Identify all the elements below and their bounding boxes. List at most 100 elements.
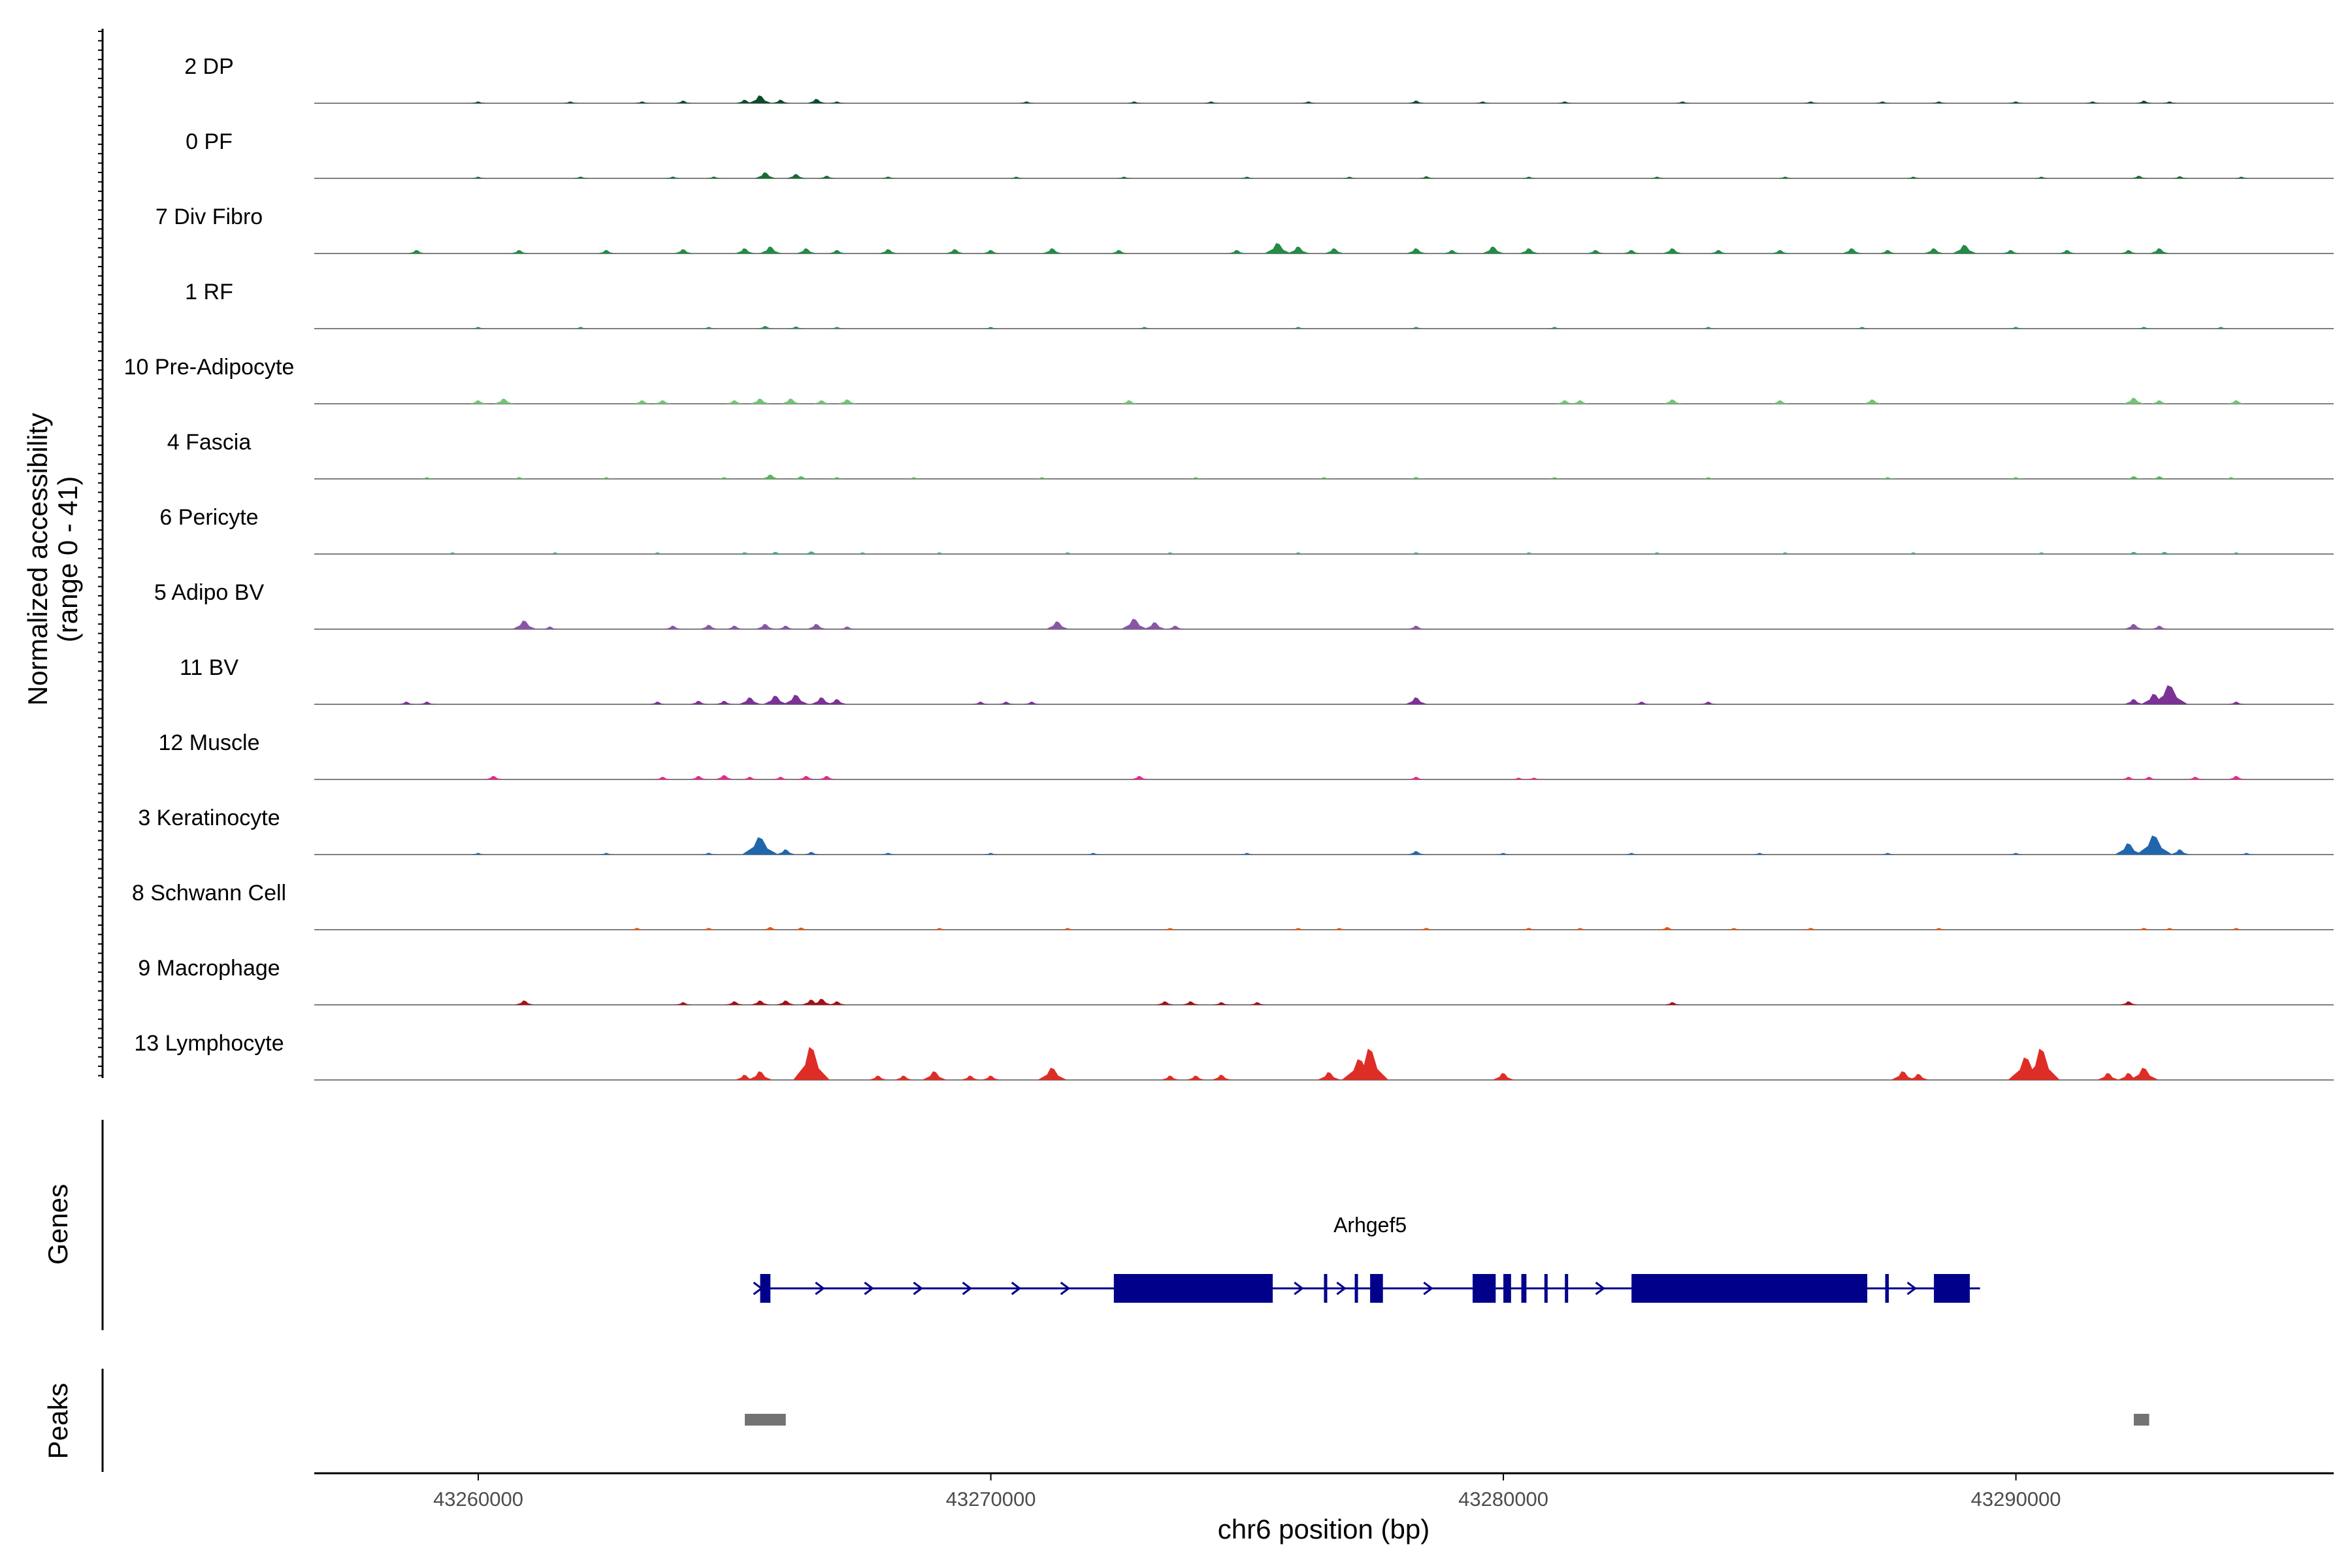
y-axis-range: (range 0 - 41)	[52, 476, 83, 642]
coverage-peak	[755, 172, 776, 178]
coverage-peak	[2120, 777, 2137, 779]
coverage-peak	[512, 477, 527, 479]
strand-arrow-icon	[1595, 1281, 1606, 1296]
coverage-peak	[1778, 552, 1793, 554]
coverage-peak	[1035, 477, 1049, 479]
coverage-peak	[1521, 928, 1537, 930]
coverage-peak	[2172, 176, 2188, 178]
coverage-peak	[1287, 246, 1310, 253]
coverage-peak	[599, 477, 614, 479]
coverage-peak	[972, 702, 989, 704]
coverage-peak	[776, 849, 796, 855]
coverage-peak	[1086, 853, 1101, 855]
coverage-peak	[2227, 776, 2246, 779]
coverage-peak	[945, 249, 965, 253]
coverage-peak	[983, 853, 998, 855]
coverage-peak	[759, 246, 782, 253]
x-tick-label: 43270000	[946, 1488, 1036, 1511]
coverage-peak	[706, 176, 722, 178]
x-tick-label: 43280000	[1458, 1488, 1548, 1511]
coverage-peak	[725, 400, 743, 404]
coverage-peak	[2023, 1049, 2060, 1080]
coverage-peak	[1060, 552, 1075, 554]
coverage-peak	[1573, 928, 1588, 930]
strand-arrow-icon	[962, 1281, 973, 1296]
coverage-peak	[894, 1075, 913, 1080]
coverage-peak	[725, 625, 743, 629]
coverage-peak	[810, 697, 833, 704]
peak-region	[2134, 1414, 2149, 1426]
coverage-peak	[1342, 176, 1358, 178]
coverage-peak	[1408, 101, 1425, 103]
gene-exon	[1473, 1274, 1496, 1303]
coverage-peak	[634, 101, 650, 103]
coverage-peak	[563, 101, 579, 103]
coverage-peak	[1110, 250, 1128, 253]
gene-exon	[1503, 1274, 1511, 1303]
coverage-peak	[1475, 101, 1491, 103]
coverage-peak	[1701, 327, 1716, 329]
coverage-peak	[1301, 101, 1316, 103]
coverage-peak	[717, 477, 732, 479]
gene-model	[753, 1274, 1980, 1303]
coverage-peak	[783, 694, 809, 704]
coverage-peak	[1906, 552, 1921, 554]
x-tick-label: 43260000	[433, 1488, 523, 1511]
coverage-peak	[762, 927, 779, 930]
track-label: 12 Muscle	[159, 730, 260, 755]
coverage-peak	[715, 700, 734, 704]
coverage-peak	[701, 327, 717, 329]
coverage-peak	[781, 399, 802, 404]
coverage-peak	[2149, 248, 2170, 253]
coverage-peak	[1952, 244, 1978, 253]
coverage-peak	[2034, 176, 2050, 178]
genes-panel: Genes Arhgef5	[42, 1120, 1980, 1330]
coverage-peak	[777, 625, 795, 629]
coverage-peak	[776, 1000, 796, 1005]
peak-region	[744, 1414, 786, 1426]
coverage-peak	[1156, 1001, 1174, 1005]
coverage-peak	[1650, 552, 1665, 554]
coverage-peak	[1019, 101, 1035, 103]
coverage-peak	[1522, 552, 1537, 554]
coverage-peak	[1863, 399, 1882, 404]
coverage-peak	[811, 998, 832, 1005]
coverage-peak	[829, 327, 845, 329]
coverage-peak	[650, 552, 666, 554]
coverage-peak	[629, 928, 645, 930]
coverage-peak	[807, 99, 826, 103]
coverage-peak	[734, 1075, 755, 1080]
coverage-peak	[649, 702, 666, 704]
coverage-peak	[772, 99, 790, 103]
coverage-peak	[792, 1047, 830, 1080]
coverage-peak	[512, 620, 537, 629]
track-4: 1 RF	[185, 280, 2334, 329]
coverage-peak	[2097, 1073, 2120, 1080]
genes-panel-label: Genes	[42, 1184, 73, 1265]
track-label: 0 PF	[186, 129, 233, 154]
coverage-peak	[1662, 248, 1683, 253]
coverage-peak	[855, 552, 870, 554]
coverage-peak	[792, 476, 809, 479]
coverage-peak	[1406, 248, 1427, 253]
coverage-peak	[1409, 552, 1424, 554]
track-6: 4 Fascia	[167, 430, 2334, 480]
coverage-peak	[2227, 400, 2246, 404]
coverage-peak	[599, 853, 614, 855]
coverage-peak	[2136, 327, 2152, 329]
coverage-peak	[2228, 702, 2245, 704]
coverage-peak	[1931, 101, 1947, 103]
coverage-peak	[772, 777, 789, 779]
coverage-peak	[1181, 1001, 1200, 1005]
coverage-peak	[803, 852, 820, 855]
coverage-peak	[1492, 1073, 1515, 1080]
coverage-peak	[2002, 250, 2020, 253]
coverage-peak	[1700, 702, 1717, 704]
coverage-peak	[1120, 400, 1138, 404]
coverage-peak	[408, 250, 426, 253]
coverage-peak	[1663, 399, 1682, 404]
coverage-peak	[1117, 176, 1132, 178]
coverage-peak	[1409, 327, 1424, 329]
coverage-peak	[1163, 552, 1178, 554]
coverage-peak	[1649, 176, 1665, 178]
